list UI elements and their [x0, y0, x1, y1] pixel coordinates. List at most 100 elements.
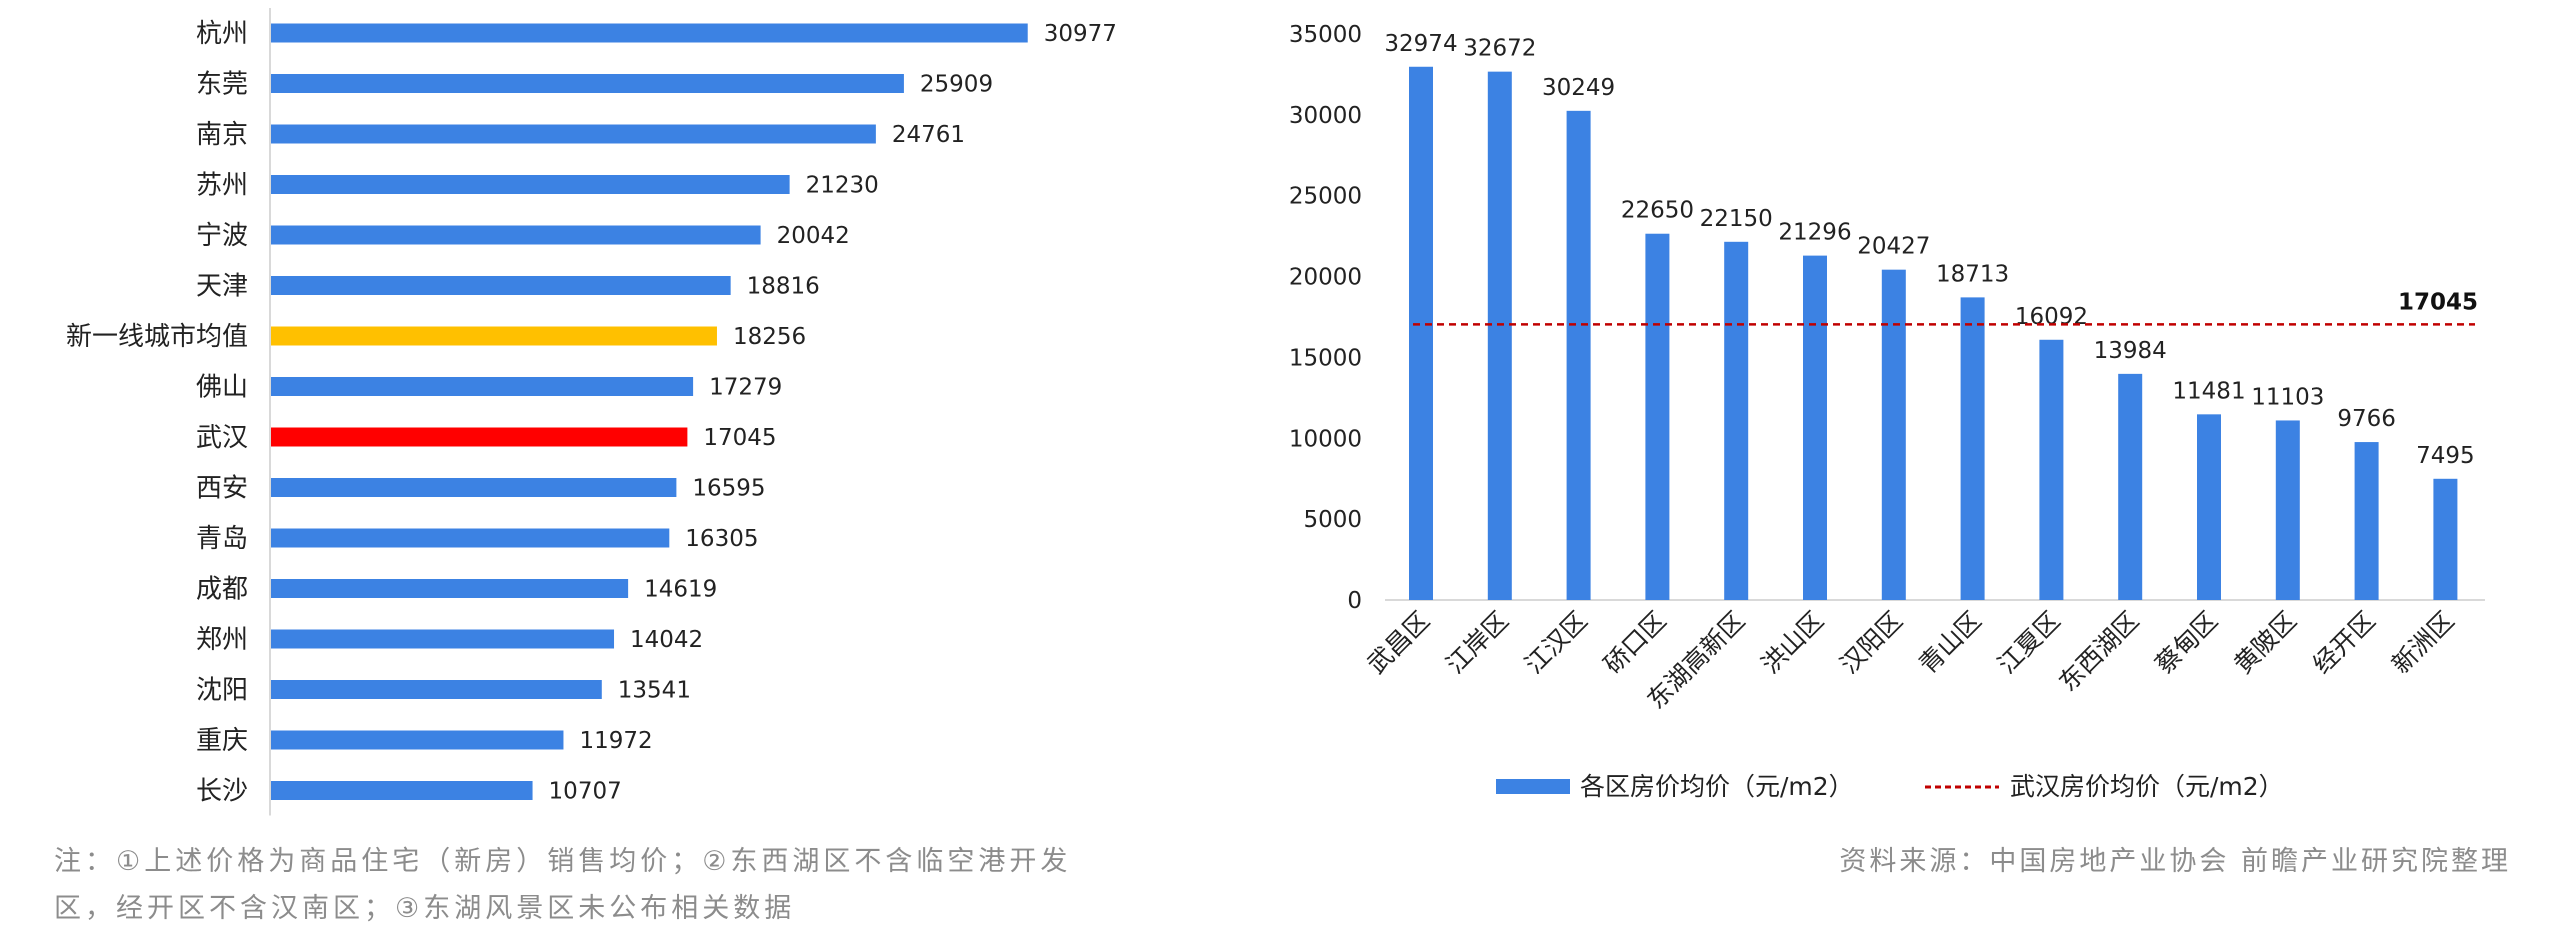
left-value-label: 16595: [692, 476, 765, 502]
right-value-label: 18713: [1936, 261, 2009, 287]
right-y-tick-label: 30000: [1289, 103, 1362, 129]
right-district-price-chart: 0 5000 10000 15000 20000 25000 30000 35000 32974…: [1289, 22, 2485, 715]
right-bar: [1566, 110, 1591, 601]
footnote-line-2: 区，经开区不含汉南区；③东湖风景区未公布相关数据: [54, 893, 796, 924]
right-bar: [1645, 233, 1670, 600]
right-bar: [2039, 339, 2064, 600]
left-category-label: 苏州: [196, 171, 248, 201]
right-bar: [2118, 373, 2143, 600]
left-value-label: 24761: [892, 122, 965, 148]
left-city-price-chart: 杭州 30977 东莞 25909 南京 24761 苏州 21230 宁波 20042 天津 188…: [66, 8, 1117, 816]
left-value-label: 18256: [733, 324, 806, 350]
left-category-label: 成都: [196, 575, 248, 605]
right-bar: [2275, 420, 2300, 600]
right-y-tick-label: 0: [1347, 588, 1362, 614]
right-value-label: 22150: [1700, 206, 1773, 232]
left-value-label: 11972: [579, 728, 652, 754]
right-category-label: 江夏区: [1992, 606, 2066, 680]
left-category-label: 南京: [196, 120, 248, 150]
left-value-label: 21230: [806, 173, 879, 199]
source-note: 资料来源：中国房地产业协会 前瞻产业研究院整理: [1839, 846, 2511, 877]
left-category-label: 青岛: [196, 524, 248, 554]
left-value-label: 14042: [630, 627, 703, 653]
right-category-label: 江汉区: [1519, 606, 1593, 680]
right-category-label: 新洲区: [2386, 606, 2460, 680]
right-value-label: 16092: [2015, 304, 2088, 330]
left-bar: [271, 629, 615, 649]
right-y-tick-label: 10000: [1289, 426, 1362, 452]
right-value-label: 32974: [1384, 31, 1457, 57]
left-value-label: 17045: [703, 425, 776, 451]
left-category-label: 杭州: [196, 19, 248, 49]
right-category-label: 青山区: [1913, 606, 1987, 680]
left-category-label: 西安: [196, 474, 248, 504]
legend-bar-swatch: [1496, 779, 1570, 794]
left-category-label: 新一线城市均值: [66, 322, 248, 352]
chart-legend: 各区房价均价（元/m2） 武汉房价均价（元/m2）: [1496, 772, 2284, 801]
right-category-label: 东西湖区: [2053, 606, 2144, 697]
left-bar: [271, 579, 629, 598]
left-bar: [271, 478, 677, 497]
right-bar: [1409, 66, 1433, 601]
right-value-label: 9766: [2337, 406, 2396, 432]
left-value-label: 18816: [747, 274, 820, 300]
right-bar: [1487, 71, 1512, 600]
right-y-tick-label: 25000: [1289, 184, 1362, 210]
right-category-label: 蔡甸区: [2150, 606, 2224, 680]
left-category-label: 郑州: [196, 625, 248, 655]
right-category-label: 硚口区: [1598, 606, 1672, 680]
right-bar: [2354, 442, 2379, 600]
right-category-label: 汉阳区: [1834, 606, 1908, 680]
left-value-label: 30977: [1044, 21, 1117, 47]
left-value-label: 10707: [549, 779, 622, 805]
legend-line-label: 武汉房价均价（元/m2）: [2010, 772, 2284, 801]
wuhan-average-label: 17045: [2398, 289, 2478, 315]
left-bar: [271, 124, 876, 144]
right-value-label: 20427: [1857, 234, 1930, 260]
left-bar: [271, 175, 790, 194]
left-bar: [271, 23, 1028, 43]
right-value-label: 11481: [2172, 378, 2245, 404]
footnote: 注：①上述价格为商品住宅（新房）销售均价；②东西湖区不含临空港开发 区，经开区不…: [54, 838, 1234, 932]
left-category-label: 东莞: [196, 70, 248, 100]
right-category-label: 武昌区: [1362, 606, 1436, 680]
right-category-label: 黄陂区: [2228, 606, 2302, 680]
left-bar: [271, 730, 564, 750]
right-category-label: 江岸区: [1440, 606, 1514, 680]
left-bar: [271, 326, 717, 346]
left-value-label: 25909: [920, 72, 993, 98]
left-value-label: 16305: [685, 526, 758, 552]
left-value-label: 17279: [709, 375, 782, 401]
left-category-label: 佛山: [196, 373, 248, 403]
left-bar: [271, 74, 904, 93]
left-bar: [271, 427, 688, 447]
right-y-tick-label: 20000: [1289, 265, 1362, 291]
left-category-label: 重庆: [196, 726, 248, 756]
right-bar: [2433, 478, 2458, 600]
left-value-label: 14619: [644, 577, 717, 603]
left-bar: [271, 276, 731, 295]
right-bar: [1803, 255, 1827, 600]
legend-bar-label: 各区房价均价（元/m2）: [1580, 772, 1854, 801]
footnote-line-1: 注：①上述价格为商品住宅（新房）销售均价；②东西湖区不含临空港开发: [54, 846, 1072, 877]
left-value-label: 13541: [618, 678, 691, 704]
left-category-label: 宁波: [196, 221, 248, 251]
right-value-label: 11103: [2251, 384, 2324, 410]
left-category-label: 长沙: [196, 777, 248, 807]
left-bar: [271, 680, 602, 699]
right-y-tick-label: 5000: [1303, 507, 1362, 533]
right-bar: [1881, 269, 1906, 600]
right-category-label: 经开区: [2307, 606, 2381, 680]
right-value-label: 7495: [2416, 443, 2475, 469]
chart-canvas: 杭州 30977 东莞 25909 南京 24761 苏州 21230 宁波 20042 天津 188…: [66, 8, 2485, 816]
left-bar: [271, 528, 670, 548]
left-category-label: 天津: [196, 272, 248, 302]
right-category-label: 洪山区: [1756, 606, 1830, 680]
right-y-tick-label: 35000: [1289, 22, 1362, 48]
right-bar: [2197, 414, 2221, 600]
right-bar: [1724, 241, 1749, 600]
left-category-label: 武汉: [196, 423, 248, 453]
left-bar: [271, 377, 694, 396]
right-value-label: 32672: [1463, 36, 1536, 62]
right-value-label: 30249: [1542, 75, 1615, 101]
